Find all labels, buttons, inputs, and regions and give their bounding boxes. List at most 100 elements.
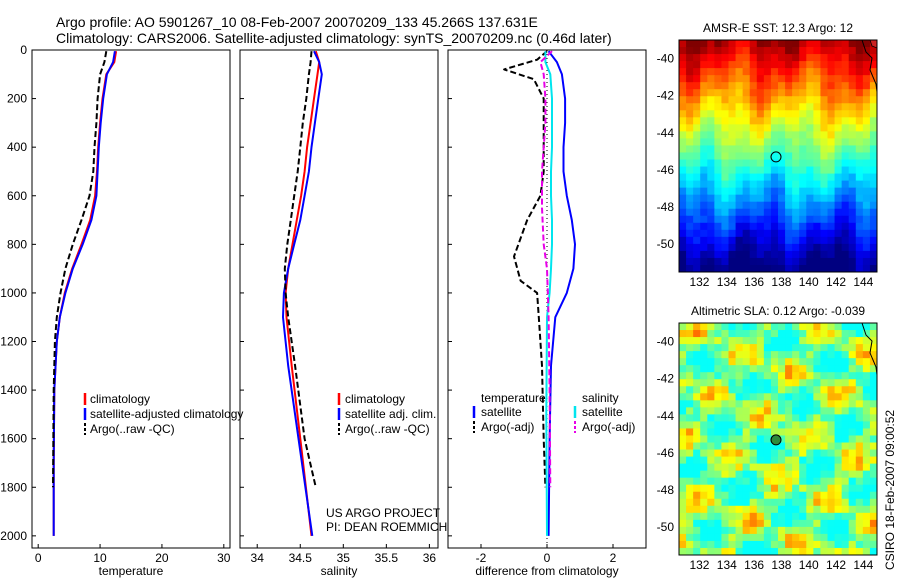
sst-map-cell: [806, 166, 814, 175]
sla-map-cell: [714, 428, 723, 437]
sla-map-cell: [735, 519, 744, 528]
sst-map-cell: [770, 82, 779, 90]
sst-map-cell: [770, 61, 779, 69]
sst-map-cell: [785, 229, 793, 238]
sla-map-cell: [813, 449, 822, 458]
sst-map-cell: [820, 103, 829, 111]
sst-map-cell: [848, 110, 857, 118]
sla-map-cell: [792, 414, 800, 423]
sst-map-cell: [862, 208, 871, 217]
sla-map-cell: [848, 428, 857, 437]
sla-map-cell: [855, 505, 864, 514]
sla-map-cell: [763, 337, 772, 345]
sla-map-cell: [827, 365, 836, 373]
sst-map-cell: [742, 173, 751, 182]
sst-map-cell: [693, 40, 701, 48]
sst-map-cell: [735, 159, 744, 168]
sla-map-cell: [813, 358, 822, 366]
figure-title-line1: Argo profile: AO 5901267_10 08-Feb-2007 …: [56, 14, 538, 30]
sla-map-cell: [848, 505, 857, 514]
sla-map-cell: [834, 505, 843, 514]
xtick-label-sal-4: 36: [423, 551, 437, 565]
sst-map-cell: [806, 54, 814, 62]
sst-map-cell: [855, 201, 864, 210]
sst-map-cell: [721, 40, 730, 48]
sla-map-cell: [862, 386, 871, 394]
sla-map-cell: [778, 414, 786, 423]
sla-map-cell: [799, 428, 807, 437]
sla-map-cell: [770, 379, 779, 387]
sst-map-cell: [806, 145, 814, 154]
sla-map-cell: [806, 372, 814, 380]
sst-map-cell: [742, 166, 751, 175]
sla-map-cell: [799, 323, 807, 331]
sst-map-cell: [735, 222, 744, 231]
sst-map-cell: [785, 187, 793, 196]
sst-map-cell: [862, 257, 871, 266]
sst-map-cell: [770, 96, 779, 104]
sla-map-cell: [827, 323, 836, 331]
sla-map-cell: [869, 449, 877, 458]
sla-map-cell: [813, 505, 822, 514]
sst-map-cell: [855, 124, 864, 132]
sla-map-cell: [806, 323, 814, 331]
sst-map-cell: [792, 110, 800, 118]
sla-map-cell: [799, 330, 807, 338]
sla-map-cell: [693, 498, 701, 507]
sst-map-cell: [855, 96, 864, 104]
sst-ytick-label-1: -42: [657, 89, 675, 103]
sla-map-cell: [749, 540, 758, 549]
sla-map-cell: [770, 449, 779, 458]
sst-xtick-label-3: 138: [771, 275, 791, 289]
sst-map-cell: [707, 208, 715, 217]
sst-map-cell: [862, 173, 871, 182]
sla-map-cell: [756, 358, 765, 366]
sla-map-cell: [806, 358, 814, 366]
sla-map-cell: [778, 463, 786, 472]
sst-map-cell: [799, 54, 807, 62]
sst-map-cell: [855, 166, 864, 175]
sst-map-cell: [799, 47, 807, 55]
sst-map-cell: [862, 124, 871, 132]
sst-map-cell: [714, 152, 723, 161]
sla-map-cell: [792, 337, 800, 345]
sst-map-cell: [735, 208, 744, 217]
sst-map-cell: [869, 103, 877, 111]
sst-map-cell: [756, 215, 765, 224]
sla-map-cell: [735, 470, 744, 479]
sst-map-cell: [806, 187, 814, 196]
sst-map-cell: [820, 47, 829, 55]
sla-map-cell: [742, 379, 751, 387]
sst-map-cell: [834, 208, 843, 217]
sst-map-cell: [679, 61, 687, 69]
sst-map-cell: [869, 180, 877, 189]
sst-map-cell: [799, 145, 807, 154]
sla-map-cell: [700, 407, 708, 415]
temperature-axes: [31, 49, 231, 549]
sst-map-cell: [813, 166, 822, 175]
sst-map-cell: [806, 236, 814, 245]
sst-map-cell: [686, 264, 694, 272]
sla-map-cell: [827, 463, 836, 472]
sst-map-cell: [813, 82, 822, 90]
sst-map-cell: [714, 117, 723, 125]
sla-ytick-label-0: -40: [657, 335, 675, 349]
sla-map-cell: [693, 477, 701, 486]
sst-map-cell: [862, 89, 871, 97]
sst-map-cell: [785, 222, 793, 231]
sst-map-cell: [799, 40, 807, 48]
sst-map-cell: [799, 96, 807, 104]
xtick-label-temp-0: 0: [35, 551, 42, 565]
sst-map-cell: [799, 124, 807, 132]
sst-map-cell: [792, 96, 800, 104]
sst-map-cell: [693, 75, 701, 83]
sst-map-cell: [728, 131, 737, 140]
sst-map-cell: [707, 215, 715, 224]
sla-map-cell: [785, 400, 793, 408]
sla-map-cell: [693, 330, 701, 338]
sla-map-cell: [834, 414, 843, 423]
sla-map-cell: [792, 526, 800, 535]
sst-map-cell: [778, 40, 786, 48]
sla-map-cell: [693, 323, 701, 331]
sst-map-cell: [869, 117, 877, 125]
